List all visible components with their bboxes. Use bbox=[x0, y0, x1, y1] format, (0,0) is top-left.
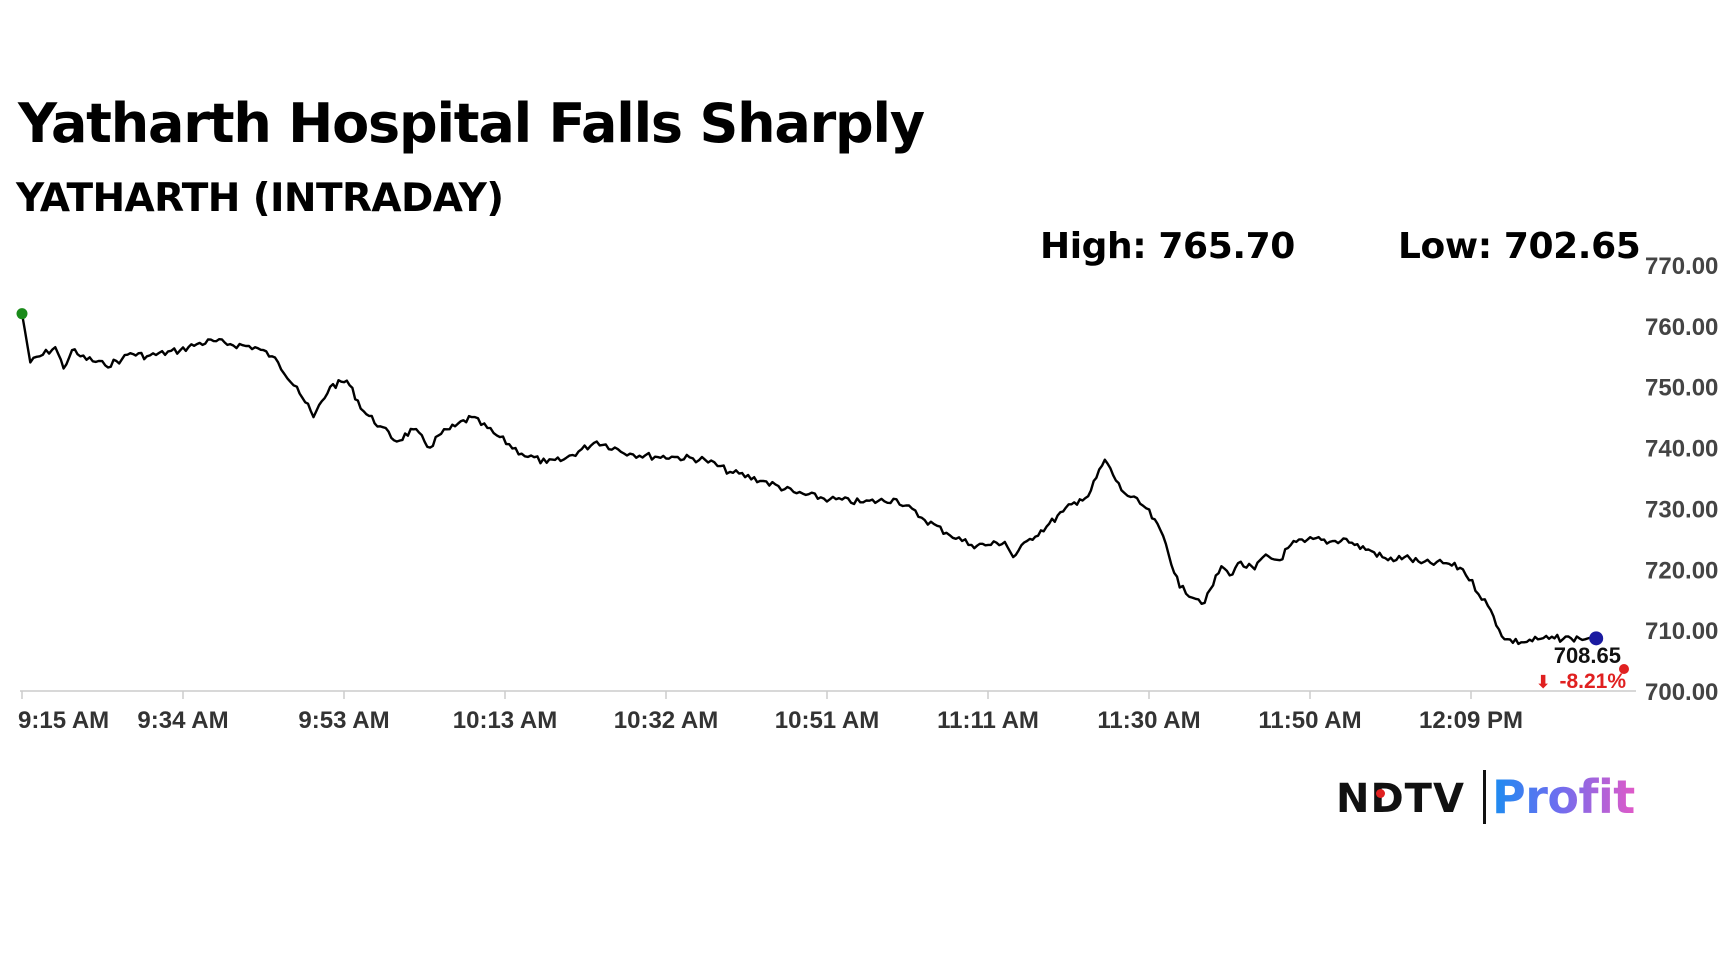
chart-title: Yatharth Hospital Falls Sharply bbox=[18, 92, 925, 155]
chart-subtitle: YATHARTH (INTRADAY) bbox=[16, 176, 504, 221]
x-tick-label: 9:15 AM bbox=[18, 707, 109, 734]
logo-red-dot-icon bbox=[1376, 789, 1385, 798]
day-low-label: Low: 702.65 bbox=[1398, 226, 1641, 267]
ndtv-wordmark: NDTV bbox=[1336, 776, 1465, 822]
percent-change-label: -8.21% bbox=[1559, 670, 1626, 693]
ndtv-profit-logo: NDTV Profit bbox=[1336, 768, 1636, 828]
y-tick-label: 760.00 bbox=[1645, 314, 1718, 341]
x-tick-label: 12:09 PM bbox=[1419, 707, 1523, 734]
price-series-line bbox=[20, 313, 1597, 646]
y-tick-label: 740.00 bbox=[1645, 436, 1718, 463]
change-marker-dot bbox=[1619, 664, 1629, 674]
y-tick-label: 730.00 bbox=[1645, 496, 1718, 523]
day-high-label: High: 765.70 bbox=[1040, 226, 1295, 267]
x-tick-label: 10:32 AM bbox=[614, 707, 718, 734]
start-point-marker bbox=[16, 308, 28, 320]
x-tick-label: 9:53 AM bbox=[298, 707, 389, 734]
y-tick-label: 770.00 bbox=[1645, 253, 1718, 280]
y-tick-label: 720.00 bbox=[1645, 557, 1718, 584]
down-arrow-icon: ⬇ bbox=[1535, 672, 1550, 693]
y-tick-label: 710.00 bbox=[1645, 618, 1718, 645]
y-tick-label: 700.00 bbox=[1645, 679, 1718, 706]
x-tick-label: 11:30 AM bbox=[1097, 707, 1200, 734]
x-tick-label: 11:11 AM bbox=[937, 707, 1039, 734]
last-price-marker bbox=[1589, 631, 1604, 646]
last-price-label: 708.65 bbox=[1554, 643, 1621, 668]
profit-wordmark: Profit bbox=[1492, 770, 1635, 824]
x-tick-label: 11:50 AM bbox=[1258, 707, 1361, 734]
x-tick-label: 10:13 AM bbox=[453, 707, 557, 734]
logo-divider bbox=[1483, 770, 1486, 824]
x-tick-label: 10:51 AM bbox=[775, 707, 879, 734]
x-tick-label: 9:34 AM bbox=[137, 707, 228, 734]
y-tick-label: 750.00 bbox=[1645, 375, 1718, 402]
